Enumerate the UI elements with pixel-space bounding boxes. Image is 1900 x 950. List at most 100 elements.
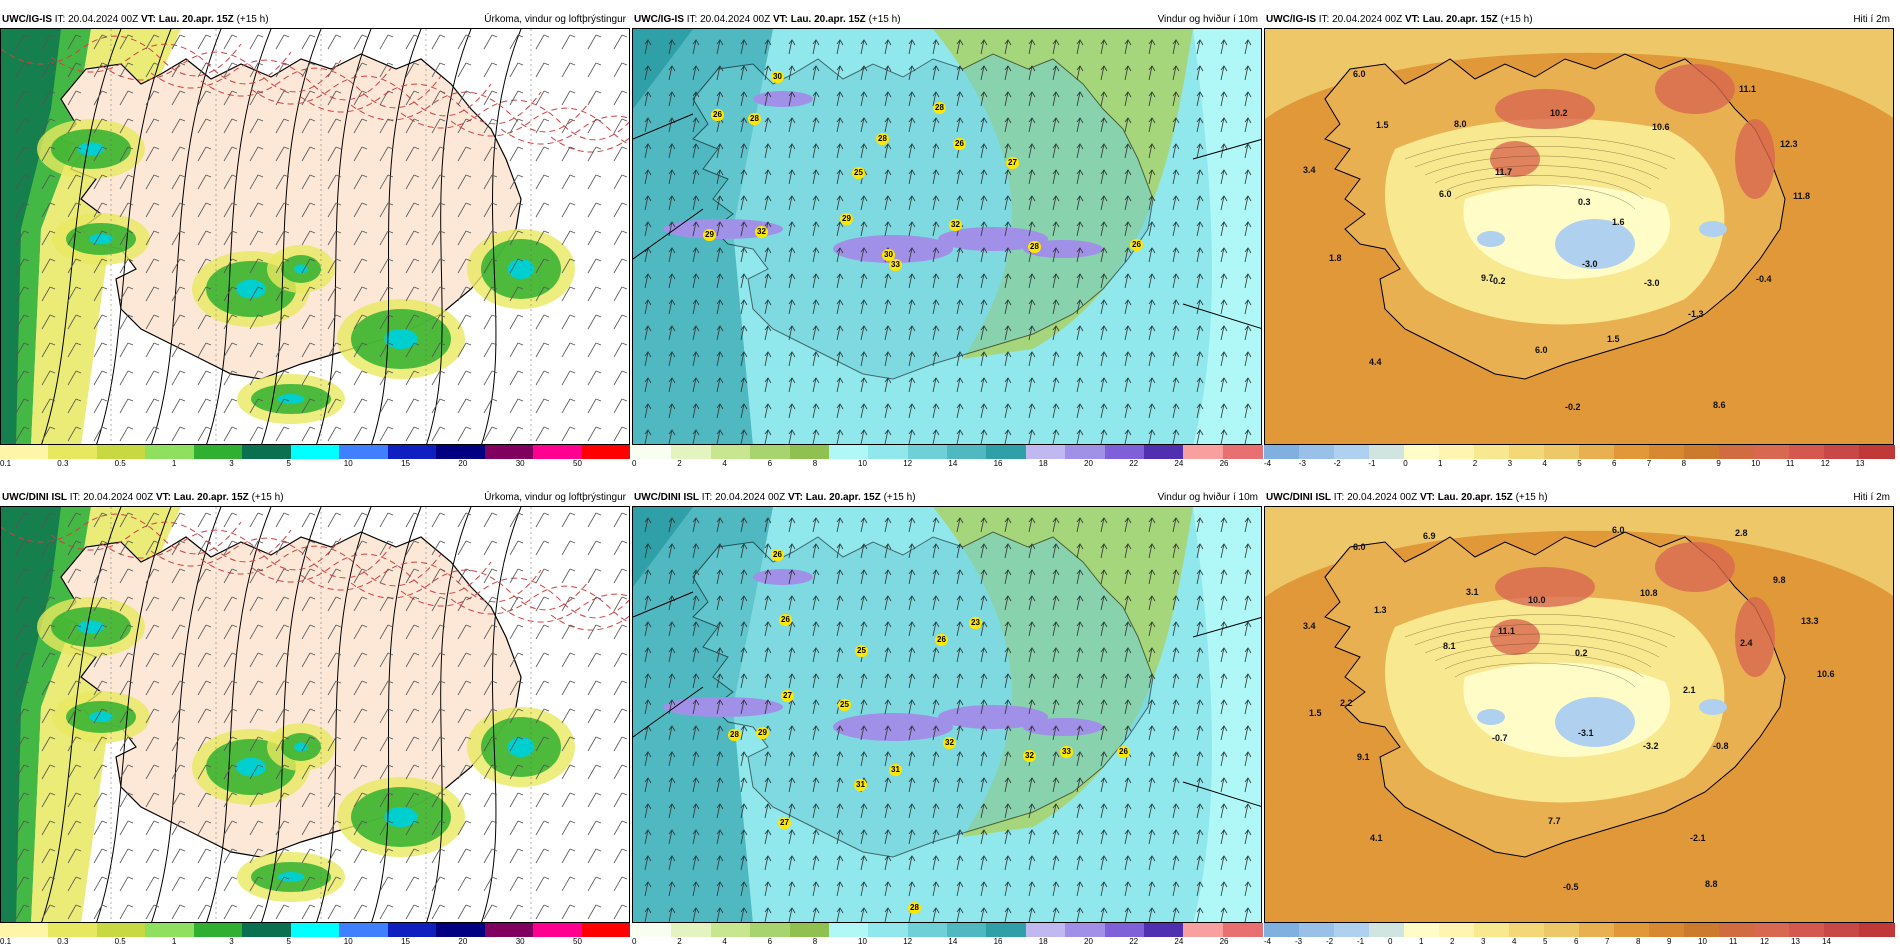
colorbar-swatch <box>387 445 437 459</box>
temp-value: -0.5 <box>1563 882 1579 892</box>
colorbar-tick: 9 <box>1716 459 1721 468</box>
valid-time: Lau. 20.apr. 15Z <box>158 14 234 25</box>
gust-label: 28 <box>933 102 946 114</box>
model-name: UWC/DINI ISL <box>1266 492 1331 503</box>
gust-label: 31 <box>889 764 902 776</box>
init-time: 20.04.2024 00Z <box>1332 14 1403 25</box>
temp-value: 7.7 <box>1548 816 1561 826</box>
colorbar-tick: -3 <box>1295 937 1303 946</box>
temp-value: -0.8 <box>1713 741 1729 751</box>
colorbar-tick: 8 <box>812 937 818 946</box>
colorbar-swatch <box>1719 923 1755 937</box>
panel-title: Vindur og hviður í 10m <box>1157 14 1258 25</box>
colorbar-swatch <box>1104 445 1145 459</box>
it-label: IT: <box>1318 14 1330 25</box>
temp-value: 8.6 <box>1713 400 1726 410</box>
run-info: UWC/DINI ISL IT: 20.04.2024 00Z VT: Lau.… <box>1266 490 1548 506</box>
temp-value: -0.2 <box>1490 276 1506 286</box>
temp-value: 3.4 <box>1303 621 1316 631</box>
colorbar-tick: 6 <box>1574 937 1579 946</box>
temp-value: 6.0 <box>1353 69 1366 79</box>
colorbar-tick: 20 <box>1084 459 1093 468</box>
colorbar-tick: 5 <box>286 937 291 946</box>
gust-label: 28 <box>728 729 741 741</box>
colorbar-tick: -1 <box>1368 459 1376 468</box>
colorbar-swatch <box>1222 445 1263 459</box>
colorbar-swatch <box>1369 445 1405 459</box>
colorbar-tick: 24 <box>1174 459 1184 468</box>
lead-time: (+15 h) <box>883 492 916 503</box>
colorbar-tick: 8 <box>1636 937 1641 946</box>
colorbar-swatch <box>986 923 1027 937</box>
map-wind[interactable]: 26 26 23 25 26 27 25 28 29 32 31 31 32 33 26 27 28 <box>632 506 1262 923</box>
map-wind[interactable]: 30 26 28 28 26 28 27 25 29 29 32 30 32 33 28 26 <box>632 28 1262 445</box>
colorbar-swatch <box>1143 445 1184 459</box>
gust-label: 32 <box>1023 750 1036 762</box>
it-label: IT: <box>69 492 81 503</box>
map-precip[interactable] <box>0 506 630 923</box>
colorbar-tick: 0.3 <box>57 459 69 468</box>
temp-value: -1.3 <box>1688 309 1704 319</box>
colorbar-swatch <box>828 923 869 937</box>
colorbar-precip: 0.1 0.3 0.5 1 3 5 10 15 20 30 50 <box>0 445 631 468</box>
colorbar-tick: 1 <box>1438 459 1443 468</box>
temp-value: 11.1 <box>1498 626 1516 636</box>
temp-value: 9.8 <box>1773 575 1786 585</box>
colorbar-tick: 22 <box>1129 459 1139 468</box>
colorbar-swatch <box>1474 445 1510 459</box>
valid-time: Lau. 20.apr. 15Z <box>790 14 866 25</box>
vt-label: VT: <box>787 492 803 503</box>
colorbar-tick: 4 <box>1542 459 1547 468</box>
map-temp[interactable]: 6.0 6.9 6.0 2.8 3.1 1.3 10.0 10.8 9.8 3.4 8.1 11.1 0… <box>1264 506 1894 923</box>
colorbar-swatch <box>1474 923 1510 937</box>
vt-label: VT: <box>140 14 156 25</box>
colorbar-tick: 10 <box>858 459 867 468</box>
colorbar-swatch <box>1859 445 1895 459</box>
colorbar-tick: 0.1 <box>0 937 12 946</box>
colorbar-swatch <box>1222 923 1263 937</box>
temp-value: 8.0 <box>1454 119 1467 129</box>
colorbar-swatch <box>1719 445 1755 459</box>
colorbar-swatch <box>145 445 195 459</box>
colorbar-swatch <box>1579 923 1615 937</box>
temp-value: 1.5 <box>1376 120 1389 130</box>
it-label: IT: <box>686 14 698 25</box>
colorbar-swatch <box>1439 923 1475 937</box>
temp-value: 11.8 <box>1793 191 1811 201</box>
temp-value: 0.2 <box>1575 648 1588 658</box>
colorbar-tick: 0.5 <box>114 459 126 468</box>
temp-value: 11.1 <box>1739 84 1757 94</box>
valid-time: Lau. 20.apr. 15Z <box>1422 14 1498 25</box>
it-label: IT: <box>701 492 713 503</box>
lead-time: (+15 h) <box>868 14 901 25</box>
panel-igis-temp: UWC/IG-IS IT: 20.04.2024 00Z VT: Lau. 20… <box>1264 12 1895 468</box>
map-temp[interactable]: 6.0 1.5 8.0 10.2 10.6 11.1 3.4 6.0 11.7 12.3 0.3 11… <box>1264 28 1894 445</box>
colorbar-tick: 0.1 <box>0 459 12 468</box>
gust-label: 25 <box>852 167 865 179</box>
model-name: UWC/IG-IS <box>1266 14 1316 25</box>
colorbar-swatch <box>1369 923 1405 937</box>
colorbar-swatch <box>1183 923 1224 937</box>
colorbar-swatch <box>1143 923 1184 937</box>
temp-value: -0.4 <box>1756 274 1772 284</box>
colorbar-tick: 15 <box>401 459 410 468</box>
colorbar-tick: 2 <box>1472 459 1478 468</box>
it-label: IT: <box>54 14 66 25</box>
temp-value: 1.5 <box>1607 334 1620 344</box>
panel-dini-wind: UWC/DINI ISL IT: 20.04.2024 00Z VT: Lau.… <box>632 490 1263 946</box>
colorbar-tick: 1 <box>171 459 177 468</box>
colorbar-tick: -4 <box>1264 937 1272 946</box>
map-precip[interactable] <box>0 28 630 445</box>
colorbar-swatch <box>947 445 987 459</box>
run-info: UWC/IG-IS IT: 20.04.2024 00Z VT: Lau. 20… <box>2 12 269 28</box>
panel-dini-precip: UWC/DINI ISL IT: 20.04.2024 00Z VT: Lau.… <box>0 490 631 946</box>
colorbar-tick: -1 <box>1357 937 1365 946</box>
colorbar-tick: 14 <box>948 937 958 946</box>
map-canvas <box>1265 507 1893 922</box>
colorbar-tick: 5 <box>286 459 291 468</box>
gust-label: 28 <box>748 113 761 125</box>
gust-label: 33 <box>889 259 902 271</box>
colorbar-tick: 16 <box>993 937 1003 946</box>
colorbar-tick: 10 <box>343 459 353 468</box>
colorbar-swatch <box>339 445 389 459</box>
